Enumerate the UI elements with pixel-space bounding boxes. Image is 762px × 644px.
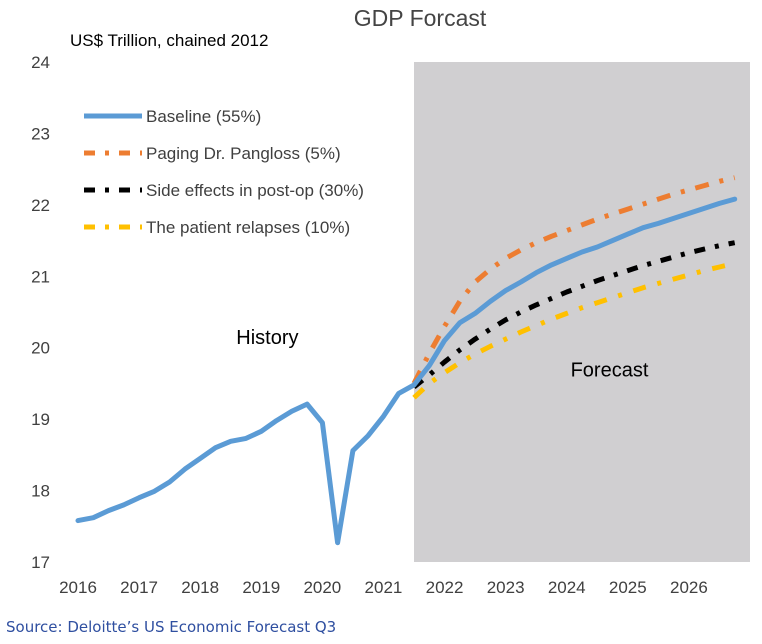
x-tick-label: 2019 — [242, 578, 280, 597]
series-line-the — [412, 260, 736, 400]
series-line-paging — [411, 175, 736, 385]
y-tick-label: 18 — [31, 482, 50, 501]
x-tick-label: 2026 — [670, 578, 708, 597]
x-tick-label: 2018 — [181, 578, 219, 597]
x-tick-label: 2022 — [426, 578, 464, 597]
y-axis: 17 18 19 20 21 22 23 24 — [31, 53, 50, 572]
y-tick-label: 17 — [31, 553, 50, 572]
x-tick-label: 2020 — [303, 578, 341, 597]
annotation-forecast: Forecast — [571, 359, 649, 381]
y-axis-label: US$ Trillion, chained 2012 — [70, 31, 268, 50]
y-tick-label: 21 — [31, 267, 50, 286]
series-line-baseline — [75, 196, 738, 546]
y-tick-label: 23 — [31, 124, 50, 143]
chart-title: GDP Forcast — [354, 5, 487, 31]
series-layer — [75, 175, 738, 546]
y-tick-label: 20 — [31, 339, 50, 358]
forecast-region-shade — [414, 62, 750, 562]
legend-label: Side effects in post-op (30%) — [146, 181, 364, 200]
x-tick-label: 2016 — [59, 578, 97, 597]
annotations: History Forecast — [236, 327, 649, 381]
x-tick-label: 2025 — [609, 578, 647, 597]
legend-label: Paging Dr. Pangloss (5%) — [146, 144, 341, 163]
legend-label: The patient relapses (10%) — [146, 218, 350, 237]
x-tick-label: 2023 — [487, 578, 525, 597]
y-tick-label: 19 — [31, 410, 50, 429]
y-tick-label: 22 — [31, 196, 50, 215]
series-line-side — [412, 240, 736, 389]
x-tick-label: 2024 — [548, 578, 586, 597]
source-note: Source: Deloitte’s US Economic Forecast … — [6, 618, 337, 636]
x-tick-label: 2021 — [365, 578, 403, 597]
legend-label: Baseline (55%) — [146, 107, 261, 126]
x-axis: 2016 2017 2018 2019 2020 2021 2022 2023 2024 2025… — [59, 578, 708, 597]
legend: Baseline (55%) Paging Dr. Pangloss (5%) Si… — [84, 107, 364, 237]
annotation-history: History — [236, 327, 298, 349]
y-tick-label: 24 — [31, 53, 50, 72]
x-tick-label: 2017 — [120, 578, 158, 597]
